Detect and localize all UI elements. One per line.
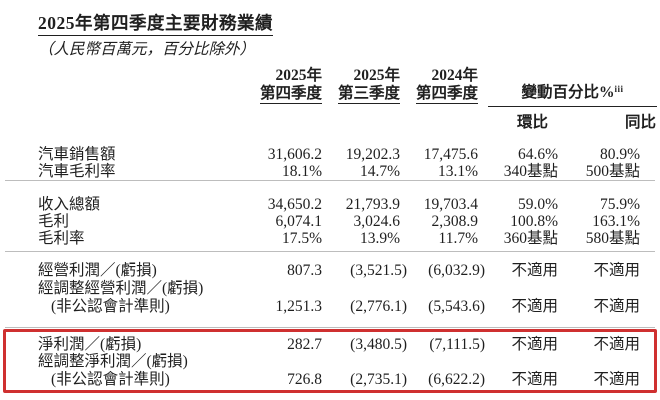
cell-yoy: 500基點: [585, 163, 640, 180]
cell-2024q4: (7,111.5): [429, 336, 485, 353]
cell-2025q4: 282.7: [287, 336, 322, 353]
cell-2025q3: 3,024.6: [353, 213, 401, 230]
row-label: 淨利潤／(虧損): [38, 336, 142, 353]
cell-2024q4: 19,703.4: [423, 196, 478, 213]
cell-yoy: 不適用: [593, 262, 640, 279]
row-vehicle-sales: 汽車銷售額 31,606.2 19,202.3 17,475.6 64.6% 8…: [38, 146, 640, 164]
cell-2025q3: (3,480.5): [350, 336, 407, 353]
section-divider: [5, 251, 655, 252]
cell-yoy: 163.1%: [592, 213, 640, 230]
cell-2024q4: 17,475.6: [423, 146, 478, 163]
cell-2025q4: 6,074.1: [275, 213, 323, 230]
cell-2025q3: (2,776.1): [350, 297, 407, 315]
row-label: 經營利潤／(虧損): [38, 262, 157, 279]
col-header-change-percentage: 變動百分比%iii 環比 同比: [488, 84, 657, 131]
col-header-2024-q4: 2024年 第四季度: [400, 67, 478, 104]
cell-qoq: 100.8%: [510, 213, 558, 230]
cell-qoq: 不適用: [511, 297, 558, 315]
cell-qoq: 不適用: [511, 262, 558, 279]
col-header-2025-q3: 2025年 第三季度: [322, 67, 400, 104]
page-subtitle: （人民幣百萬元，百分比除外）: [38, 41, 256, 58]
col-header-year: 2025年: [353, 67, 400, 84]
cell-2025q3: 13.9%: [359, 230, 400, 247]
page-title-text: 2025年第四季度主要財務業績: [38, 13, 273, 36]
cell-2024q4: 11.7%: [438, 230, 478, 247]
cell-yoy: 不適用: [593, 297, 640, 315]
cell-qoq: 不適用: [511, 336, 558, 353]
row-gross-profit: 毛利 6,074.1 3,024.6 2,308.9 100.8% 163.1%: [38, 213, 640, 231]
row-label-note: (非公認會計準則): [51, 297, 170, 315]
cell-2025q3: 21,793.9: [345, 196, 400, 213]
row-label-note: (非公認會計準則): [51, 370, 170, 388]
cell-2024q4: (6,032.9): [428, 262, 485, 279]
cell-2025q4: 17.5%: [281, 230, 322, 247]
cell-2024q4: (5,543.6): [428, 297, 485, 315]
cell-2025q4: 726.8: [287, 370, 322, 388]
row-label: 毛利率: [38, 230, 85, 247]
cell-qoq: 340基點: [503, 163, 558, 180]
col-header-year: 2025年: [275, 67, 322, 84]
cell-2025q4: 1,251.3: [275, 297, 323, 315]
cell-2024q4: 2,308.9: [431, 213, 479, 230]
row-label: 經調整經營利潤／(虧損): [38, 280, 204, 297]
cell-yoy: 不適用: [593, 336, 640, 353]
row-label: 毛利: [38, 213, 70, 230]
cell-2025q3: 14.7%: [359, 163, 400, 180]
cell-qoq: 360基點: [503, 230, 558, 247]
change-percentage-label: 變動百分比%iii: [488, 84, 657, 107]
row-operating-profit: 經營利潤／(虧損) 807.3 (3,521.5) (6,032.9) 不適用 …: [38, 262, 640, 280]
row-gross-margin: 毛利率 17.5% 13.9% 11.7% 360基點 580基點: [38, 230, 640, 248]
row-label: 汽車毛利率: [38, 163, 116, 180]
cell-2025q3: 19,202.3: [345, 146, 400, 163]
footnote-marker: iii: [614, 84, 624, 94]
cell-2025q4: 807.3: [287, 262, 322, 279]
row-net-profit: 淨利潤／(虧損) 282.7 (3,480.5) (7,111.5) 不適用 不…: [38, 336, 640, 354]
cell-qoq: 不適用: [511, 370, 558, 388]
cell-yoy: 80.9%: [599, 146, 640, 163]
row-adjusted-operating-profit: 經調整經營利潤／(虧損) (非公認會計準則) 1,251.3 (2,776.1)…: [38, 280, 640, 315]
section-divider: [5, 180, 655, 181]
row-label: 經調整淨利潤／(虧損): [38, 353, 188, 370]
col-header-quarter: 第四季度: [259, 85, 322, 104]
section-divider: [5, 327, 655, 328]
subheader-yoy: 同比: [624, 113, 656, 131]
cell-2024q4: 13.1%: [437, 163, 478, 180]
row-label: 汽車銷售額: [38, 146, 116, 163]
row-vehicle-margin: 汽車毛利率 18.1% 14.7% 13.1% 340基點 500基點: [38, 163, 640, 181]
cell-2025q3: (2,735.1): [350, 370, 407, 388]
row-adjusted-net-profit: 經調整淨利潤／(虧損) (非公認會計準則) 726.8 (2,735.1) (6…: [38, 353, 640, 388]
page-title: 2025年第四季度主要財務業績: [38, 10, 273, 36]
subheader-qoq: 環比: [517, 113, 549, 131]
col-header-quarter: 第三季度: [337, 85, 400, 104]
cell-2025q4: 31,606.2: [267, 146, 322, 163]
cell-2025q3: (3,521.5): [350, 262, 407, 279]
cell-2025q4: 18.1%: [281, 163, 322, 180]
cell-qoq: 59.0%: [517, 196, 558, 213]
row-total-revenue: 收入總額 34,650.2 21,793.9 19,703.4 59.0% 75…: [38, 196, 640, 214]
cell-yoy: 75.9%: [599, 196, 640, 213]
col-header-quarter: 第四季度: [415, 85, 478, 104]
cell-2025q4: 34,650.2: [267, 196, 322, 213]
col-header-2025-q4: 2025年 第四季度: [208, 67, 322, 104]
col-header-year: 2024年: [431, 67, 478, 84]
cell-2024q4: (6,622.2): [428, 370, 485, 388]
cell-yoy: 不適用: [593, 370, 640, 388]
row-label: 收入總額: [38, 196, 101, 213]
cell-qoq: 64.6%: [517, 146, 558, 163]
cell-yoy: 580基點: [585, 230, 640, 247]
